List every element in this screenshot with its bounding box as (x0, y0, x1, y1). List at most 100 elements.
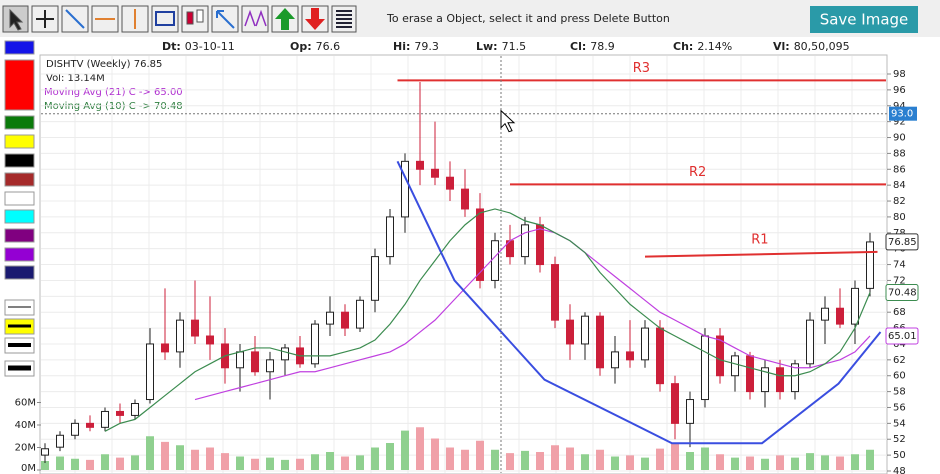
volume-bar (296, 458, 304, 470)
tool-sell[interactable] (301, 5, 329, 33)
volume-bar (71, 458, 79, 470)
save-image-button[interactable] (810, 6, 918, 33)
swatch[interactable] (4, 209, 35, 224)
swatch[interactable] (4, 228, 35, 243)
candle-body (581, 315, 589, 345)
volume-bar (341, 456, 349, 470)
swatch[interactable] (4, 59, 35, 111)
volume-bar (251, 458, 259, 470)
volume-bar (206, 447, 214, 470)
volume-bar (56, 456, 64, 470)
tool-fib[interactable] (241, 5, 269, 33)
volume-bar (791, 457, 799, 470)
icon-candle (196, 9, 204, 23)
candle-body (356, 299, 364, 329)
info-value: 2.14% (697, 40, 732, 53)
toolbar-hint: To erase a Object, select it and press D… (386, 12, 670, 25)
volume-bar (86, 459, 94, 470)
trend-line (396, 160, 882, 445)
y-tick-label: 68 (893, 307, 906, 318)
volume-bar (416, 427, 424, 470)
volume-bar (581, 454, 589, 470)
candle-body (206, 335, 214, 345)
y-tick-label: 82 (893, 196, 906, 207)
tool-arrow[interactable] (211, 5, 239, 33)
swatch[interactable] (4, 115, 35, 130)
resistance-line (644, 250, 878, 258)
tool-rect[interactable] (151, 5, 179, 33)
volume-bar (506, 453, 514, 470)
volume-tick-label: 0M (21, 463, 36, 474)
volume-bar (821, 455, 829, 470)
volume-bar (761, 458, 769, 470)
resistance-label: R3 (633, 61, 650, 76)
candle-body (41, 448, 49, 456)
last-value: 76.85 (888, 237, 917, 248)
candle-body (611, 351, 619, 369)
candle-body (701, 335, 709, 401)
candle-body (311, 323, 319, 365)
y-tick-label: 56 (893, 402, 906, 413)
swatch[interactable] (4, 247, 35, 262)
candle-body (161, 343, 169, 353)
icon-down (305, 8, 325, 30)
y-tick-label: 86 (893, 164, 906, 175)
candle-body (671, 383, 679, 424)
candle-body (656, 327, 664, 385)
candle-body (401, 160, 409, 218)
info-value: 79.3 (414, 40, 439, 53)
y-tick-label: 58 (893, 387, 906, 398)
volume-tick-label: 40M (15, 420, 36, 431)
icon-candle (186, 11, 194, 25)
volume-bar (461, 449, 469, 470)
y-tick-label: 74 (893, 260, 906, 271)
volume-bar (146, 436, 154, 470)
candle-body (836, 307, 844, 325)
last-value: 70.48 (888, 288, 917, 299)
y-tick-label: 96 (893, 85, 906, 96)
candle-body (146, 343, 154, 401)
tool-move[interactable] (31, 5, 59, 33)
volume-bar (446, 447, 454, 470)
candle-body (491, 240, 499, 281)
info-value: 78.9 (590, 40, 615, 53)
candle-body (71, 422, 79, 436)
swatch[interactable] (4, 191, 35, 206)
icon-line (65, 9, 85, 29)
candle-body (551, 264, 559, 321)
tool-vline[interactable] (121, 5, 149, 33)
tool-list[interactable] (331, 5, 357, 33)
legend-ma21: Moving Avg (21) C -> 65.00 (44, 87, 183, 98)
candle-body (326, 311, 334, 325)
y-tick-label: 88 (893, 148, 906, 159)
swatch[interactable] (4, 172, 35, 187)
tool-icons (2, 5, 357, 33)
y-tick-label: 62 (893, 355, 906, 366)
volume-tick-label: 60M (15, 398, 36, 409)
tool-hline[interactable] (91, 5, 119, 33)
candle-body (176, 319, 184, 353)
volume-bar (176, 445, 184, 470)
y-tick-label: 78 (893, 228, 906, 239)
tool-line[interactable] (61, 5, 89, 33)
candle-body (116, 410, 124, 416)
last-value-box (885, 284, 919, 302)
crosshair-price: 93.0 (891, 109, 913, 120)
volume-bar (701, 447, 709, 470)
volume-bar (356, 455, 364, 470)
swatch[interactable] (4, 134, 35, 149)
swatch[interactable] (4, 153, 35, 168)
volume-bar (806, 453, 814, 470)
volume-bar (266, 457, 274, 470)
volume-tick-label: 20M (15, 443, 36, 454)
icon-rect (155, 11, 175, 26)
tool-buy[interactable] (271, 5, 299, 33)
volume-bar (161, 441, 169, 470)
volume-bar (311, 454, 319, 470)
volume-bar (836, 456, 844, 470)
swatch[interactable] (4, 40, 35, 55)
swatch[interactable] (4, 265, 35, 280)
tool-candle[interactable] (181, 5, 209, 33)
candle-body (806, 319, 814, 365)
